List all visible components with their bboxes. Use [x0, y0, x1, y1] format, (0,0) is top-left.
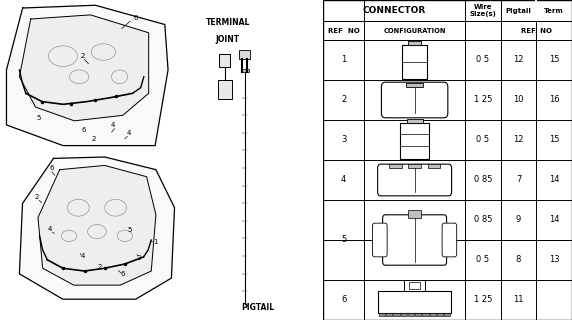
Bar: [408, 210, 421, 218]
Bar: [379, 313, 385, 316]
Text: 6: 6: [49, 165, 54, 171]
Text: 1 25: 1 25: [474, 95, 492, 105]
Text: 6: 6: [133, 15, 138, 20]
Text: 16: 16: [549, 95, 559, 105]
Text: 0 5: 0 5: [476, 135, 490, 145]
Text: 2: 2: [341, 95, 346, 105]
Bar: [378, 291, 451, 313]
Text: Term: Term: [544, 8, 564, 13]
Polygon shape: [38, 165, 156, 285]
Text: 9: 9: [516, 215, 521, 225]
Bar: [408, 313, 414, 316]
Bar: [415, 313, 422, 316]
FancyBboxPatch shape: [372, 223, 387, 257]
Text: 4: 4: [127, 130, 132, 136]
Polygon shape: [19, 15, 149, 121]
Bar: [390, 164, 402, 168]
Bar: [407, 119, 423, 123]
Polygon shape: [6, 5, 168, 146]
Text: 3: 3: [137, 255, 141, 260]
Bar: [437, 313, 443, 316]
Bar: [408, 164, 421, 168]
Text: 10: 10: [513, 95, 524, 105]
Text: 11: 11: [513, 295, 524, 305]
Text: 2: 2: [35, 194, 39, 200]
Text: 0 5: 0 5: [476, 55, 490, 65]
Text: 6: 6: [341, 295, 347, 305]
FancyBboxPatch shape: [442, 223, 456, 257]
Text: 1 25: 1 25: [474, 295, 492, 305]
Text: Wire
Size(s): Wire Size(s): [470, 4, 496, 17]
Text: 3: 3: [341, 135, 347, 145]
Text: CONFIGURATION: CONFIGURATION: [383, 28, 446, 34]
Bar: [430, 313, 436, 316]
Text: 14: 14: [549, 215, 559, 225]
Text: TERMINAL: TERMINAL: [206, 18, 250, 27]
Text: 5: 5: [127, 228, 132, 233]
Bar: [406, 83, 423, 87]
Text: JOINT: JOINT: [216, 36, 240, 44]
Bar: [400, 123, 430, 159]
Text: REF  NO: REF NO: [328, 28, 360, 34]
Bar: [219, 54, 231, 67]
Bar: [386, 313, 392, 316]
Text: 0 5: 0 5: [476, 255, 490, 265]
Text: 5: 5: [37, 116, 41, 121]
Bar: [444, 313, 450, 316]
Bar: [404, 280, 425, 291]
Text: 14: 14: [549, 175, 559, 185]
Text: PIGTAIL: PIGTAIL: [241, 303, 274, 312]
Bar: [409, 282, 420, 289]
Text: 0 85: 0 85: [474, 215, 492, 225]
Text: 6: 6: [82, 127, 86, 132]
Text: REF. NO: REF. NO: [521, 28, 552, 34]
FancyBboxPatch shape: [383, 215, 447, 265]
Text: 4: 4: [80, 253, 85, 259]
Text: 1: 1: [153, 239, 157, 244]
Text: 0 85: 0 85: [474, 175, 492, 185]
Text: 15: 15: [549, 55, 559, 65]
Bar: [217, 80, 232, 99]
Text: 2: 2: [80, 53, 85, 59]
Text: 5: 5: [341, 236, 346, 244]
Bar: [402, 45, 427, 79]
Bar: [394, 313, 399, 316]
Text: 15: 15: [549, 135, 559, 145]
Bar: [239, 50, 251, 59]
Text: Pigtail: Pigtail: [506, 8, 531, 13]
Text: 13: 13: [549, 255, 559, 265]
Bar: [408, 41, 421, 45]
FancyBboxPatch shape: [378, 164, 452, 196]
Text: 6: 6: [121, 271, 125, 276]
Text: 4: 4: [111, 122, 116, 128]
Bar: [241, 69, 248, 72]
Text: 12: 12: [513, 55, 524, 65]
Bar: [535, 0, 537, 21]
Text: 7: 7: [516, 175, 521, 185]
Text: 8: 8: [516, 255, 521, 265]
Text: 4: 4: [341, 175, 346, 185]
Bar: [423, 313, 428, 316]
Text: 2: 2: [98, 264, 102, 270]
FancyBboxPatch shape: [382, 82, 448, 118]
Polygon shape: [19, 157, 174, 299]
Bar: [427, 164, 440, 168]
Bar: [401, 313, 407, 316]
Text: 1: 1: [341, 55, 346, 65]
Text: CONNECTOR: CONNECTOR: [363, 6, 426, 15]
Text: 12: 12: [513, 135, 524, 145]
Text: 4: 4: [48, 226, 52, 232]
Text: 2: 2: [92, 136, 96, 142]
